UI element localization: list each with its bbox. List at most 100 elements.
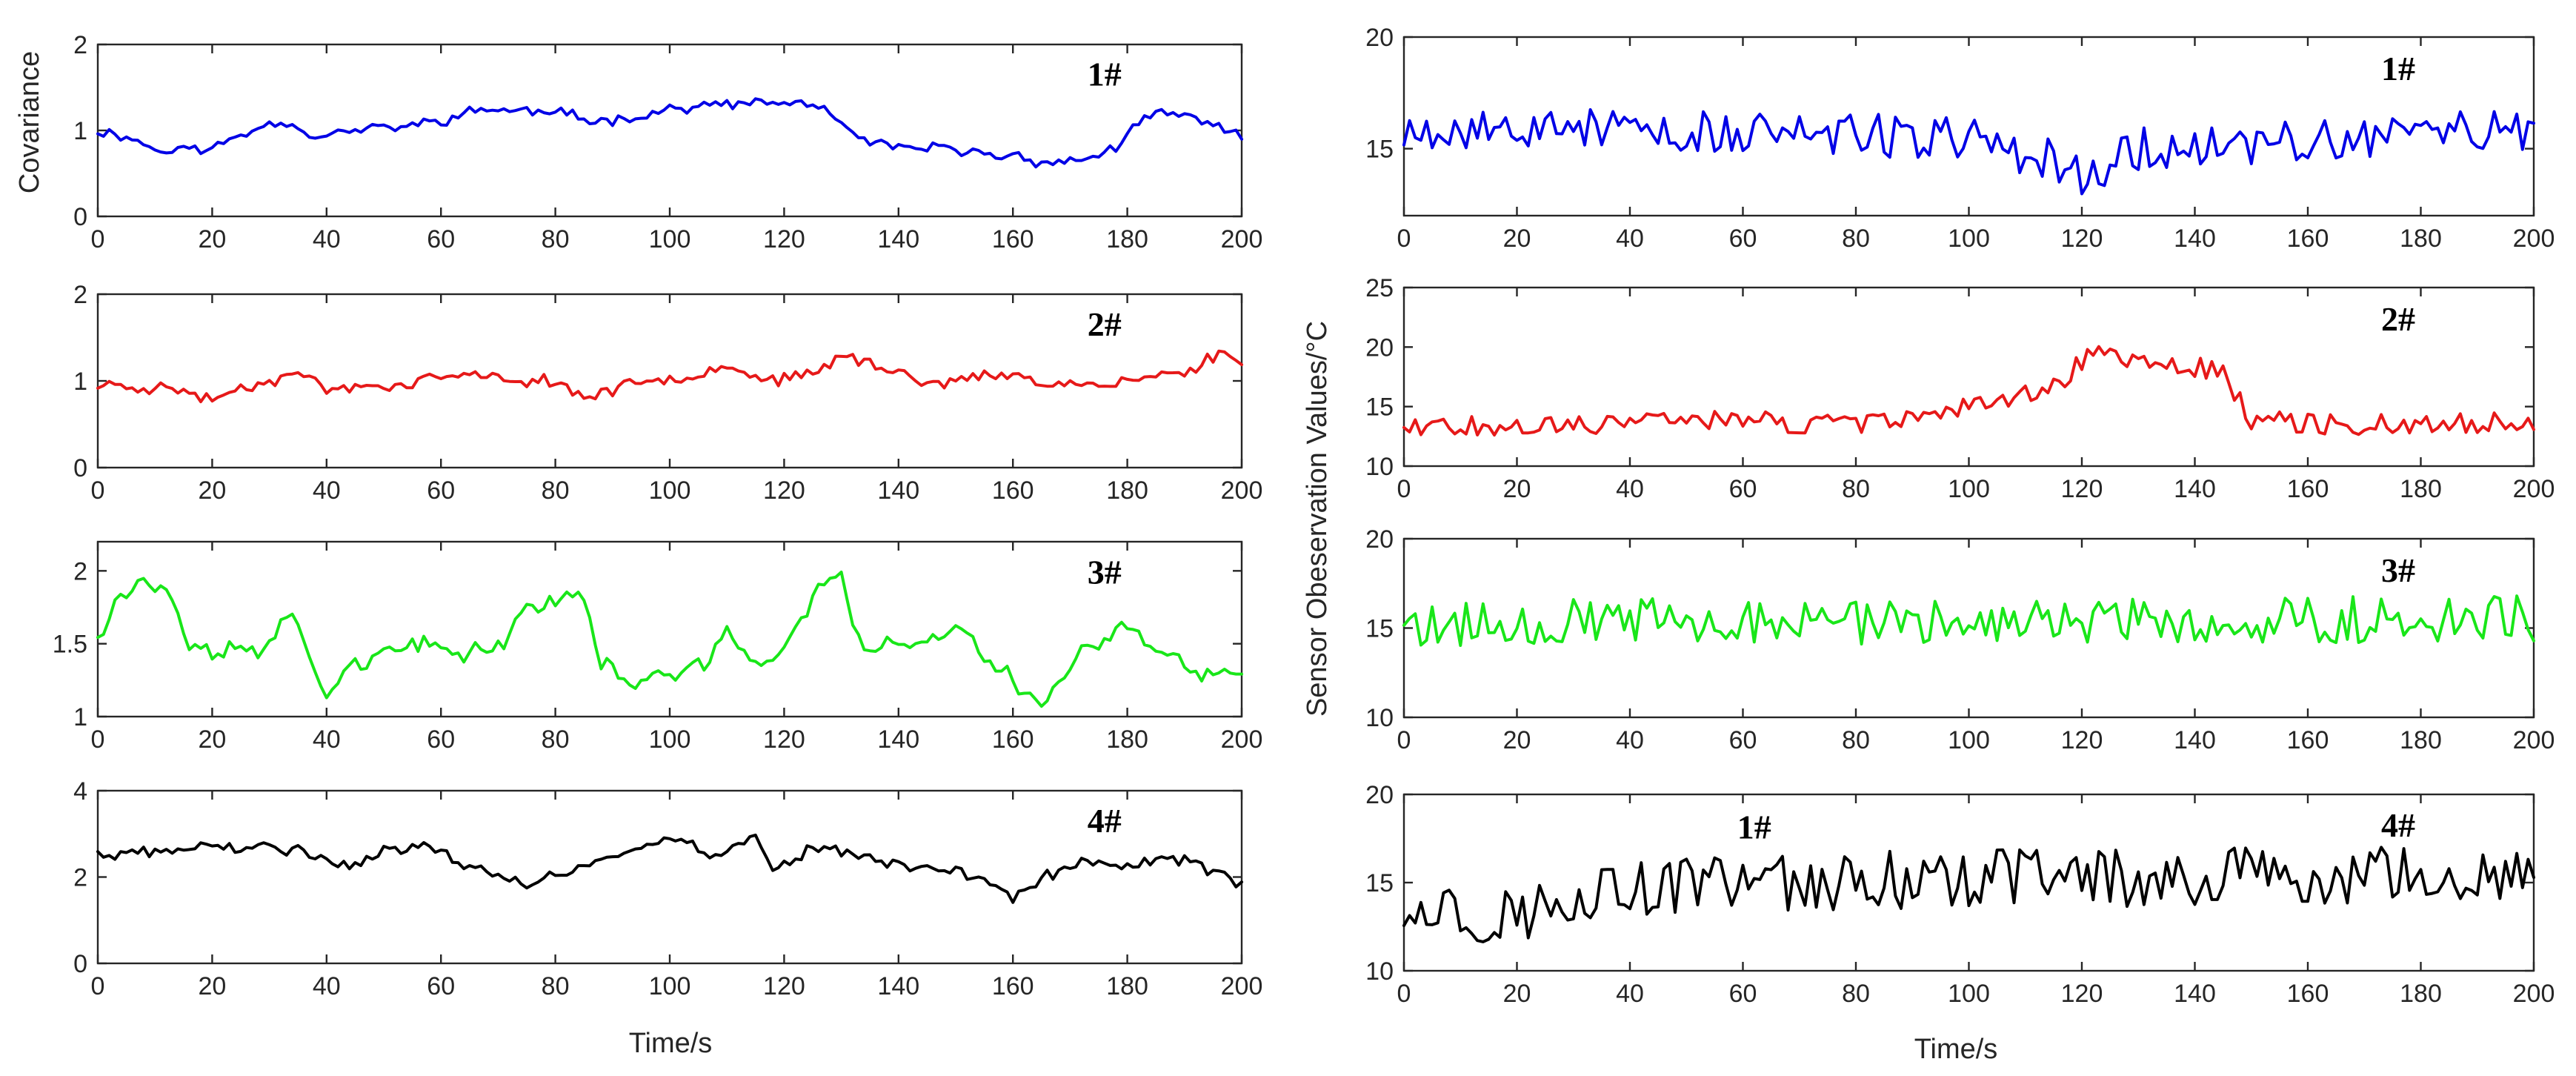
- x-tick-label: 160: [2287, 475, 2329, 503]
- y-tick-label: 1: [73, 368, 87, 396]
- y-tick-label: 20: [1365, 525, 1394, 554]
- x-tick-label: 160: [992, 476, 1034, 505]
- x-tick-label: 140: [2174, 980, 2216, 1008]
- x-tick-label: 20: [1503, 475, 1531, 503]
- x-tick-label: 0: [1397, 980, 1411, 1008]
- x-tick-label: 20: [198, 225, 226, 253]
- x-tick-label: 0: [91, 972, 105, 1000]
- series-tag: 4#: [2381, 806, 2415, 844]
- x-tick-label: 60: [1729, 225, 1757, 253]
- x-tick-label: 40: [313, 972, 341, 1000]
- x-tick-label: 200: [2513, 726, 2555, 754]
- x-tick-label: 80: [1842, 225, 1870, 253]
- x-tick-label: 60: [427, 972, 455, 1000]
- x-tick-label: 160: [2287, 225, 2329, 253]
- x-tick-label: 20: [1503, 980, 1531, 1008]
- x-tick-label: 100: [649, 725, 691, 754]
- x-tick-label: 0: [91, 476, 105, 505]
- x-tick-label: 0: [1397, 726, 1411, 754]
- series-line-1: [1402, 108, 2535, 196]
- x-tick-label: 0: [91, 725, 105, 754]
- y-tick-label: 1: [73, 117, 87, 145]
- x-tick-label: 0: [1397, 225, 1411, 253]
- panel-left-1: 0 20 40 60 80 100 120 140 160 180 200 0 1 2 1#: [73, 31, 1262, 253]
- x-tick-label: 140: [2174, 225, 2216, 253]
- x-tick-label: 200: [1221, 476, 1263, 505]
- series-tag: 4#: [1088, 802, 1122, 840]
- panel-left-2: 0 20 40 60 80 100 120 140 160 180 200 0 1 2 2#: [73, 281, 1262, 505]
- series-tag: 2#: [2381, 300, 2415, 338]
- y-tick-label: 20: [1365, 333, 1394, 362]
- y-tick-label: 2: [73, 557, 87, 585]
- y-tick-label: 0: [73, 454, 87, 482]
- plot-frame: [96, 789, 1243, 965]
- x-tick-label: 200: [1221, 225, 1263, 253]
- x-tick-label: 40: [313, 725, 341, 754]
- x-tick-label: 100: [1948, 225, 1990, 253]
- x-tick-label: 140: [2174, 726, 2216, 754]
- x-tick-label: 180: [2400, 475, 2442, 503]
- x-tick-label: 60: [1729, 980, 1757, 1008]
- x-tick-label: 20: [1503, 726, 1531, 754]
- plot-frame: [96, 540, 1243, 718]
- y-tick-label: 4: [73, 777, 87, 806]
- series-tag: 1#: [1088, 56, 1122, 93]
- x-tick-label: 80: [542, 225, 570, 253]
- x-tick-label: 100: [1948, 980, 1990, 1008]
- x-tick-label: 80: [1842, 475, 1870, 503]
- x-tick-label: 40: [1616, 225, 1644, 253]
- x-tick-label: 0: [1397, 475, 1411, 503]
- x-tick-label: 80: [542, 972, 570, 1000]
- x-tick-label: 200: [2513, 980, 2555, 1008]
- x-tick-label: 160: [992, 972, 1034, 1000]
- x-tick-label: 100: [1948, 475, 1990, 503]
- left-xlabel: Time/s: [629, 1028, 713, 1059]
- x-tick-label: 180: [1106, 225, 1148, 253]
- x-tick-label: 40: [313, 476, 341, 505]
- y-tick-label: 25: [1365, 274, 1394, 302]
- y-tick-label: 10: [1365, 453, 1394, 481]
- x-tick-label: 60: [1729, 726, 1757, 754]
- right-ylabel: Sensor Obeservation Values/°C: [1302, 321, 1333, 717]
- x-tick-label: 100: [649, 972, 691, 1000]
- x-tick-label: 120: [2061, 980, 2103, 1008]
- left-ylabel: Covariance: [14, 51, 45, 193]
- x-tick-label: 0: [91, 225, 105, 253]
- y-tick-label: 1: [73, 703, 87, 731]
- y-tick-label: 15: [1365, 136, 1394, 164]
- series-line-1: [96, 97, 1243, 169]
- panel-right-3: 0 20 40 60 80 100 120 140 160 180 200 10 15 20 3#: [1365, 525, 2555, 754]
- y-tick-label: 15: [1365, 615, 1394, 643]
- x-tick-label: 20: [198, 972, 226, 1000]
- x-tick-label: 180: [2400, 726, 2442, 754]
- x-tick-label: 60: [427, 225, 455, 253]
- y-tick-label: 1.5: [53, 631, 87, 659]
- series-tag-extra: 1#: [1737, 808, 1771, 846]
- series-line-4: [96, 833, 1243, 904]
- x-tick-label: 60: [1729, 475, 1757, 503]
- plot-frame: [96, 43, 1243, 218]
- series-tag: 3#: [1088, 554, 1122, 591]
- x-tick-label: 200: [2513, 225, 2555, 253]
- x-tick-label: 60: [427, 725, 455, 754]
- x-tick-label: 40: [1616, 726, 1644, 754]
- x-tick-label: 140: [877, 725, 919, 754]
- y-tick-label: 0: [73, 203, 87, 231]
- panel-right-4: 0 20 40 60 80 100 120 140 160 180 200 10 15 20 4# 1#: [1365, 781, 2555, 1008]
- x-tick-label: 140: [877, 476, 919, 505]
- y-tick-label: 15: [1365, 393, 1394, 422]
- series-tag: 1#: [2381, 50, 2415, 87]
- series-tag: 3#: [2381, 551, 2415, 589]
- x-tick-label: 80: [542, 725, 570, 754]
- x-tick-label: 100: [649, 476, 691, 505]
- x-tick-label: 160: [2287, 980, 2329, 1008]
- x-tick-label: 140: [877, 225, 919, 253]
- panel-left-3: 0 20 40 60 80 100 120 140 160 180 200 1 1.5 2 3#: [53, 540, 1262, 754]
- y-tick-label: 0: [73, 950, 87, 978]
- series-line-3: [1402, 594, 2535, 647]
- x-tick-label: 120: [763, 725, 805, 754]
- series-line-2: [1402, 345, 2535, 437]
- x-tick-label: 160: [992, 725, 1034, 754]
